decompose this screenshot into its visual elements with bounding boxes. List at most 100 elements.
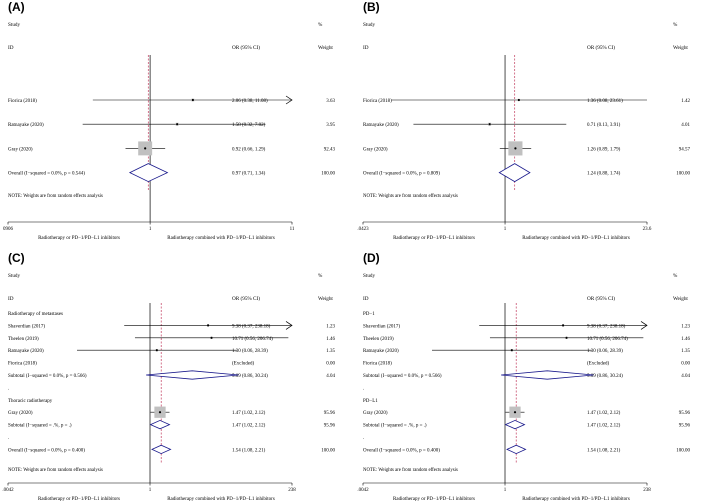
x-label-left: Radiotherapy or PD−1/PD−L1 inhibitors [38, 497, 120, 502]
forest-plot-panel-c: (C) Study% ID OR (95% CI) Weight Radiotherap… [0, 251, 354, 502]
header-weight: Weight [318, 296, 333, 302]
forest-plot-d: Study % ID OR (95% CI) Weight PD−1 Shaverdian … [357, 273, 690, 502]
x-tick-label: 1 [504, 488, 507, 493]
panel-label: (D) [363, 251, 380, 265]
weight-text: 4.04 [326, 374, 335, 379]
header-percent: % [673, 22, 678, 28]
weight-text: 100.00 [321, 172, 335, 177]
footnote: NOTE: Weights are from random effects an… [363, 194, 458, 199]
estimate-text: 10.71 (0.56, 206.74) [587, 337, 628, 342]
spacer-dot: . [363, 436, 364, 441]
panel-label: (C) [8, 251, 25, 265]
weight-text: 4.04 [681, 374, 690, 379]
estimate-text: 1.47 (1.02, 2.12) [587, 424, 621, 429]
point-estimate [176, 123, 179, 126]
forest-plot-panel-a: (A) Study% ID OR (95% CI) Weight Fiorica (20… [0, 0, 354, 251]
x-label-right: Radiotherapy combined with PD−1/PD−L1 in… [167, 497, 275, 502]
footnote: NOTE: Weights are from random effects an… [363, 468, 458, 473]
weight-text: 100.00 [321, 448, 335, 453]
study-label: Ratnayake (2020) [363, 349, 399, 354]
study-label: Ratnayake (2020) [363, 123, 399, 128]
subgroup-label: Radiotherapy of metastases [8, 312, 63, 317]
x-tick-label: 11 [290, 227, 295, 232]
estimate-text: 1.30 (0.06, 28.39) [587, 349, 623, 354]
point-estimate [517, 98, 520, 102]
x-label-left: Radiotherapy or PD−1/PD−L1 inhibitors [393, 497, 475, 502]
header-estimate: OR (95% CI) [232, 44, 260, 51]
header-study: Study [8, 273, 21, 279]
overall-label: Overall (I−squared = 0.0%, p = 0.400) [363, 448, 440, 453]
study-label: Gray (2020) [363, 411, 388, 416]
estimate-text: 9.38 (0.37, 238.18) [232, 324, 271, 329]
weight-text: 100.00 [676, 448, 690, 453]
estimate-text: (Excluded) [587, 362, 610, 367]
header-percent: % [673, 273, 678, 279]
weight-text: 1.35 [326, 349, 335, 354]
weight-text: 94.57 [679, 147, 691, 152]
study-label: Ratnayake (2020) [8, 123, 44, 128]
study-label: Shaverdian (2017) [363, 324, 400, 329]
estimate-text: 0.97 (0.71, 1.34) [232, 172, 266, 177]
overall-diamond [498, 163, 531, 183]
x-tick-label: 1 [149, 227, 152, 232]
x-label-right: Radiotherapy combined with PD−1/PD−L1 in… [522, 236, 630, 241]
subtotal-diamond [501, 370, 594, 380]
study-label: Theelen (2019) [363, 337, 394, 342]
subtotal-label: Subtotal (I−squared = .%, p = .) [363, 424, 427, 429]
x-tick-label: 0906 [3, 227, 14, 232]
header-id: ID [8, 45, 14, 51]
header-weight: Weight [673, 45, 688, 51]
weight-text: 4.01 [681, 123, 690, 128]
study-label: Fiorica (2018) [363, 99, 392, 104]
weight-text: 1.42 [681, 99, 690, 104]
estimate-text: 1.47 (1.02, 2.12) [232, 424, 266, 429]
overall-diamond [506, 444, 527, 455]
excluded-study-label: Fiorica (2018) [8, 362, 37, 367]
header-id: ID [363, 296, 369, 302]
weight-text: 0.00 [681, 362, 690, 367]
x-label-right: Radiotherapy combined with PD−1/PD−L1 in… [167, 236, 275, 241]
weight-text: 100.00 [676, 172, 690, 177]
estimate-text: 2.06 (0.38, 11.08) [232, 99, 268, 104]
study-label: Gray (2020) [8, 147, 33, 152]
point-estimate [510, 349, 513, 352]
x-label-left: Radiotherapy or PD−1/PD−L1 inhibitors [38, 236, 120, 241]
weight-text: 1.35 [681, 349, 690, 354]
overall-label: Overall (I−squared = 0.0%, p = 0.809) [363, 172, 440, 177]
estimate-text: 0.92 (0.66, 1.29) [232, 147, 266, 152]
subtotal-diamond [504, 419, 526, 430]
weight-text: 1.23 [326, 324, 335, 329]
header-percent: % [318, 273, 323, 279]
overall-label: Overall (I−squared = 0.0%, p = 0.544) [8, 172, 85, 177]
subtotal-label: Subtotal (I−squared = 0.0%, p = 0.566) [363, 374, 442, 379]
study-label: Theelen (2019) [8, 337, 39, 342]
spacer-dot: . [363, 386, 364, 391]
forest-plot-a: Study % ID OR (95% CI) Weight Fiorica (2018) 2… [3, 22, 336, 241]
x-tick-label: 238 [643, 488, 651, 493]
estimate-text: 1.47 (1.02, 2.12) [587, 411, 621, 416]
header-estimate: OR (95% CI) [587, 295, 615, 302]
subgroup-label: PD−1 [363, 312, 375, 317]
x-tick-label: .0042 [2, 488, 14, 493]
estimate-text: 0.71 (0.13, 3.91) [587, 123, 621, 128]
estimate-text: 1.24 (0.88, 1.74) [587, 172, 621, 177]
header-study: Study [363, 273, 376, 279]
forest-plot-panel-b: (B) Study% ID OR (95% CI) Weight Fiorica (20… [355, 0, 709, 251]
estimate-text: 1.47 (1.02, 2.12) [232, 411, 266, 416]
weight-text: 95.96 [324, 411, 336, 416]
header-study: Study [363, 22, 376, 28]
study-label: Fiorica (2018) [8, 99, 37, 104]
subgroup-label: PD−L1 [363, 399, 378, 404]
footnote: NOTE: Weights are from random effects an… [8, 194, 103, 199]
estimate-text: 1.54 (1.08, 2.21) [232, 448, 266, 453]
point-estimate [565, 336, 568, 339]
footnote: NOTE: Weights are from random effects an… [8, 468, 103, 473]
header-id: ID [363, 45, 369, 51]
header-estimate: OR (95% CI) [587, 44, 615, 51]
estimate-text: 1.26 (0.89, 1.79) [587, 147, 621, 152]
point-estimate [158, 411, 162, 414]
subtotal-label: Subtotal (I−squared = .%, p = .) [8, 424, 72, 429]
point-estimate [561, 324, 565, 327]
forest-plot-b: Study % ID OR (95% CI) Weight Fiorica (2018) 1… [357, 22, 691, 241]
point-estimate [488, 123, 491, 126]
